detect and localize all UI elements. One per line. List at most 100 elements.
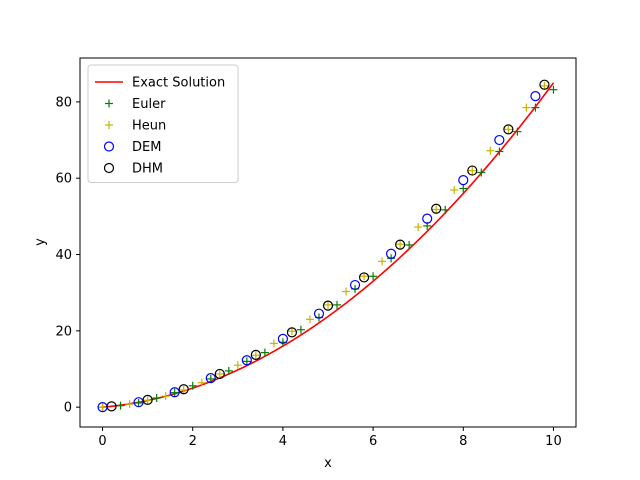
x-tick-label: 0 bbox=[98, 434, 106, 449]
data-point-heun bbox=[432, 205, 441, 214]
data-point-euler bbox=[134, 398, 143, 407]
data-point-dhm bbox=[467, 165, 478, 176]
data-point-heun bbox=[468, 166, 477, 175]
legend-swatch bbox=[105, 99, 113, 108]
data-point-euler bbox=[296, 325, 305, 334]
series-dhm bbox=[106, 79, 550, 412]
data-point-dem bbox=[530, 91, 541, 102]
y-axis-label: y bbox=[33, 238, 48, 246]
data-point-heun bbox=[305, 315, 314, 324]
data-point-heun bbox=[324, 300, 332, 309]
legend-label: DHM bbox=[132, 162, 163, 177]
data-point-dhm bbox=[286, 327, 298, 338]
series-heun bbox=[98, 81, 549, 412]
y-tick-label: 40 bbox=[55, 248, 72, 263]
data-point-dem bbox=[169, 387, 180, 398]
data-point-heun bbox=[287, 327, 296, 336]
data-point-euler bbox=[459, 184, 468, 193]
x-tick-label: 8 bbox=[459, 434, 467, 449]
data-point-dem bbox=[277, 333, 289, 344]
data-point-heun bbox=[125, 400, 134, 409]
data-point-heun bbox=[522, 103, 531, 112]
data-point-heun bbox=[161, 392, 170, 401]
data-point-dhm bbox=[250, 349, 261, 360]
data-point-heun bbox=[396, 240, 405, 249]
legend-item-dem: DEM bbox=[103, 140, 161, 155]
data-point-dhm bbox=[431, 203, 442, 214]
data-point-heun bbox=[342, 287, 351, 296]
data-point-heun bbox=[504, 125, 513, 134]
data-point-euler bbox=[242, 357, 251, 366]
data-point-euler bbox=[224, 366, 233, 375]
data-point-heun bbox=[143, 396, 152, 405]
x-tick-label: 10 bbox=[545, 434, 562, 449]
series-dem bbox=[97, 91, 541, 413]
data-point-dem bbox=[494, 134, 505, 146]
y-tick-label: 80 bbox=[55, 95, 72, 110]
data-point-heun bbox=[450, 186, 459, 195]
data-point-euler bbox=[116, 401, 125, 410]
data-point-heun bbox=[197, 378, 206, 387]
data-point-dem bbox=[313, 308, 325, 319]
legend-swatch bbox=[103, 162, 115, 174]
data-point-heun bbox=[179, 385, 188, 394]
data-point-dhm bbox=[358, 272, 370, 283]
legend-label: Euler bbox=[132, 97, 166, 112]
data-point-dhm bbox=[322, 300, 334, 311]
legend: Exact Solution Euler Heun DEM DHM bbox=[87, 64, 239, 183]
data-point-heun bbox=[233, 361, 242, 370]
legend-label: DEM bbox=[132, 140, 161, 155]
y-tick-label: 0 bbox=[64, 401, 72, 416]
x-tick-label: 2 bbox=[189, 434, 197, 449]
data-point-dhm bbox=[214, 368, 225, 380]
legend-item-exact-solution: Exact Solution bbox=[95, 76, 225, 91]
legend-item-dhm: DHM bbox=[103, 162, 163, 177]
y-tick-label: 60 bbox=[55, 172, 72, 187]
data-point-euler bbox=[477, 168, 486, 177]
data-point-dem bbox=[458, 175, 469, 186]
data-point-heun bbox=[486, 146, 495, 155]
data-point-dem bbox=[349, 279, 361, 291]
legend-label: Exact Solution bbox=[132, 76, 225, 91]
data-point-euler bbox=[513, 127, 522, 136]
data-point-dem bbox=[422, 213, 433, 224]
x-axis-label: x bbox=[324, 456, 332, 471]
data-point-dhm bbox=[142, 394, 153, 406]
data-point-euler bbox=[170, 388, 179, 397]
data-point-heun bbox=[98, 403, 107, 412]
data-point-euler bbox=[206, 374, 215, 383]
data-point-heun bbox=[215, 369, 224, 378]
axes-frame bbox=[79, 57, 577, 428]
data-point-heun bbox=[540, 81, 549, 90]
data-point-dem bbox=[205, 373, 216, 384]
data-point-euler bbox=[152, 393, 161, 402]
x-tick-label: 4 bbox=[279, 434, 287, 449]
plot-area bbox=[97, 79, 558, 413]
data-point-euler bbox=[188, 381, 197, 390]
data-point-euler bbox=[260, 348, 269, 357]
data-point-heun bbox=[360, 272, 369, 281]
data-point-dhm bbox=[178, 384, 189, 395]
data-point-euler bbox=[531, 103, 540, 112]
data-point-dem bbox=[241, 355, 252, 366]
data-point-heun bbox=[414, 223, 423, 232]
data-point-dem bbox=[386, 248, 397, 259]
data-point-euler bbox=[405, 240, 414, 249]
data-point-dhm bbox=[106, 401, 117, 412]
data-point-heun bbox=[269, 339, 278, 348]
legend-label: Heun bbox=[132, 119, 166, 134]
data-point-euler bbox=[495, 147, 504, 156]
data-point-heun bbox=[378, 257, 387, 266]
legend-swatch bbox=[103, 141, 115, 152]
data-point-euler bbox=[441, 205, 450, 214]
y-tick-label: 20 bbox=[55, 324, 72, 339]
legend-swatch bbox=[105, 121, 113, 129]
data-point-heun bbox=[251, 351, 260, 360]
axis-ticks: 0 2 4 6 8 10 0 20 40 60 80 bbox=[55, 95, 561, 449]
x-tick-label: 6 bbox=[369, 434, 377, 449]
legend-box bbox=[87, 64, 239, 183]
legend-item-euler: Euler bbox=[105, 97, 166, 112]
data-point-dhm bbox=[503, 124, 514, 135]
data-point-dhm bbox=[395, 239, 406, 250]
